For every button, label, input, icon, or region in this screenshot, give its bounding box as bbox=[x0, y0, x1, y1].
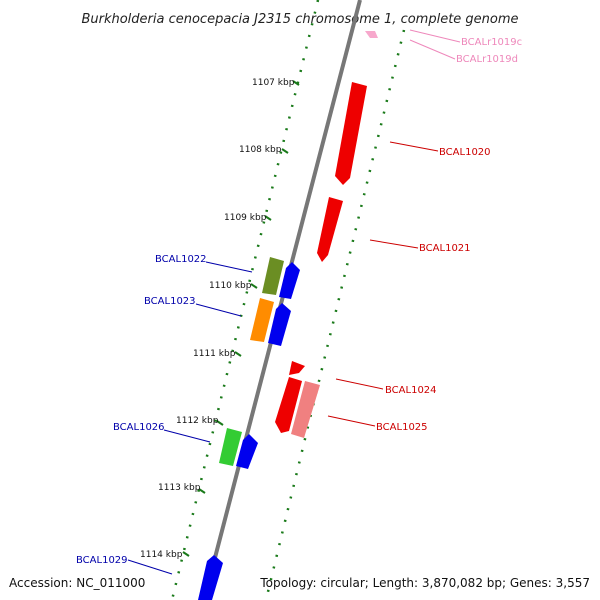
connector-BCAL1021 bbox=[369, 239, 419, 249]
tick-label: 1111 kbp bbox=[193, 349, 236, 359]
map-title: Burkholderia cenocepacia J2315 chromosom… bbox=[81, 12, 518, 27]
gene-BCAL1029-strand-arrow[interactable] bbox=[198, 555, 223, 600]
gene-label-BCAL1026[interactable]: BCAL1026 bbox=[113, 422, 165, 433]
gene-BCAL1024-arrow[interactable] bbox=[289, 361, 305, 375]
tick-label: 1113 kbp bbox=[158, 483, 201, 493]
tick-mark bbox=[234, 351, 242, 357]
gene-BCAL1026-strand-arrow[interactable] bbox=[236, 434, 258, 469]
tick-label: 1108 kbp bbox=[239, 145, 282, 155]
connector-BCAL1026 bbox=[163, 429, 211, 443]
track-guides bbox=[170, 0, 406, 600]
inner-track-guide bbox=[264, 29, 406, 600]
connector-BCALr1019d bbox=[409, 39, 456, 60]
tick-mark bbox=[292, 80, 300, 86]
tick-label: 1110 kbp bbox=[209, 281, 252, 291]
connector-BCAL1024 bbox=[335, 378, 384, 390]
tick-mark bbox=[198, 488, 206, 494]
tick-label: 1114 kbp bbox=[140, 550, 183, 560]
tick-mark bbox=[182, 551, 190, 557]
tick-mark bbox=[250, 283, 258, 289]
connector-BCAL1022 bbox=[205, 261, 253, 273]
tick-mark bbox=[216, 420, 224, 426]
gene-BCALr1019c-arrow[interactable] bbox=[365, 31, 378, 38]
tick-label: 1107 kbp bbox=[252, 78, 295, 88]
gene-label-BCAL1029[interactable]: BCAL1029 bbox=[76, 555, 128, 566]
gene-BCAL1023-arrow[interactable] bbox=[250, 298, 274, 342]
gene-features bbox=[198, 31, 378, 600]
gene-label-BCAL1022[interactable]: BCAL1022 bbox=[155, 254, 207, 265]
gene-BCAL1026-arrow[interactable] bbox=[219, 428, 242, 466]
gene-BCAL1020-arrow[interactable] bbox=[335, 82, 367, 185]
gene-label-BCAL1021[interactable]: BCAL1021 bbox=[419, 243, 471, 254]
gene-BCAL1021-arrow[interactable] bbox=[317, 197, 343, 262]
gene-BCAL1022-strand-arrow[interactable] bbox=[279, 262, 300, 299]
gene-label-BCALr1019d[interactable]: BCALr1019d bbox=[456, 54, 518, 65]
gene-label-BCAL1025[interactable]: BCAL1025 bbox=[376, 422, 428, 433]
gene-label-BCAL1024[interactable]: BCAL1024 bbox=[385, 385, 437, 396]
genome-backbone bbox=[202, 0, 362, 600]
connector-BCAL1020 bbox=[389, 141, 439, 152]
connector-BCAL1025 bbox=[327, 415, 376, 427]
gene-label-BCALr1019c[interactable]: BCALr1019c bbox=[461, 37, 522, 48]
gene-BCAL1022-arrow[interactable] bbox=[262, 257, 284, 295]
gene-BCAL1023-strand-arrow[interactable] bbox=[268, 303, 291, 346]
gene-BCAL1025-arrow[interactable] bbox=[291, 381, 320, 438]
label-connectors bbox=[127, 29, 461, 575]
connector-BCALr1019c bbox=[409, 29, 461, 43]
connector-BCAL1023 bbox=[195, 303, 242, 317]
tick-mark bbox=[281, 148, 289, 154]
accession-text: Accession: NC_011000 bbox=[9, 576, 145, 590]
tick-label: 1109 kbp bbox=[224, 213, 267, 223]
kbp-ticks: 1107 kbp 1108 kbp 1109 kbp 1110 kbp 1111… bbox=[140, 78, 300, 560]
gene-labels: BCALr1019c BCALr1019d BCAL1020 BCAL1021 … bbox=[76, 37, 522, 566]
tick-mark bbox=[264, 215, 272, 221]
connector-BCAL1029 bbox=[127, 559, 173, 575]
gene-label-BCAL1023[interactable]: BCAL1023 bbox=[144, 296, 196, 307]
gene-BCAL1024-body[interactable] bbox=[275, 377, 302, 433]
genome-summary-text: Topology: circular; Length: 3,870,082 bp… bbox=[259, 576, 590, 590]
tick-label: 1112 kbp bbox=[176, 416, 219, 426]
gene-label-BCAL1020[interactable]: BCAL1020 bbox=[439, 147, 491, 158]
